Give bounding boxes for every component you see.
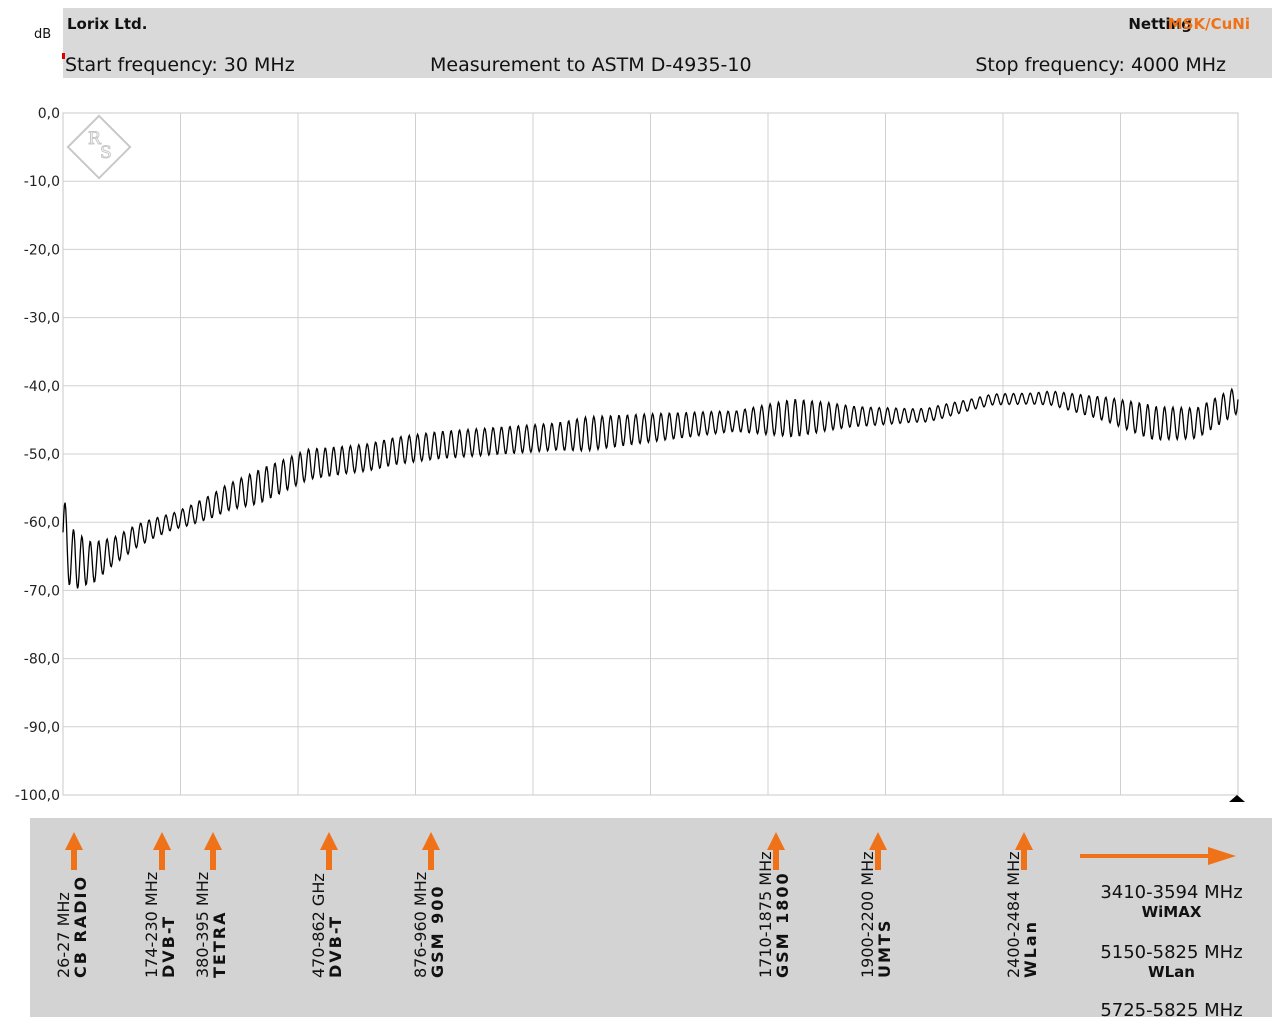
- stop-frequency: Stop frequency: 4000 MHz: [975, 54, 1226, 76]
- frequency-band-panel: 26-27 MHz CB RADIO 174-230 MHz DVB-T 380-395…: [30, 818, 1272, 1017]
- svg-text:S: S: [100, 143, 112, 163]
- shielding-chart: 0,0 -10,0 -20,0 -30,0 -40,0 -50,0 -60,0 -70,0 -8…: [15, 106, 1245, 804]
- band-arrow-icon: [1015, 832, 1033, 870]
- measurement-method: Measurement to ASTM D-4935-10: [430, 54, 752, 76]
- band-label: 2400-2484 MHz WLan: [1004, 851, 1040, 978]
- band-name: WLan: [1148, 963, 1195, 981]
- band-wlan-5ghz: 5150-5825 MHz WLan: [1079, 942, 1264, 981]
- band-label: 1900-2200 MHz UMTS: [858, 851, 894, 978]
- y-tick-label: -40,0: [24, 379, 60, 395]
- band-name: DVB-T: [326, 914, 345, 978]
- y-tick-label: -80,0: [24, 652, 60, 668]
- y-tick-label: 0,0: [38, 106, 60, 122]
- band-label: 876-960 MHz GSM 900: [411, 871, 447, 978]
- band-frequency: 380-395 MHz: [193, 871, 212, 978]
- start-frequency: Start frequency: 30 MHz: [65, 54, 295, 76]
- netting-label: Netting: [1128, 15, 1192, 33]
- netting-value: MSK/CuNi: [1167, 15, 1250, 33]
- band-name: UMTS: [875, 918, 894, 978]
- band-frequency: 5725-5825 MHz: [1100, 1000, 1243, 1017]
- band-arrow-icon: [320, 832, 338, 870]
- band-frequency: 26-27 MHz: [54, 892, 73, 978]
- y-tick-labels: 0,0 -10,0 -20,0 -30,0 -40,0 -50,0 -60,0 -70,0 -8…: [15, 106, 60, 804]
- band-frequency: 5150-5825 MHz: [1100, 942, 1243, 963]
- band-name: WiMAX: [1141, 903, 1202, 921]
- band-arrow-icon: [767, 832, 785, 870]
- band-label: 26-27 MHz CB RADIO: [54, 874, 90, 978]
- band-frequency: 2400-2484 MHz: [1004, 851, 1023, 978]
- band-arrow-icon: [422, 832, 440, 870]
- y-tick-label: -20,0: [24, 242, 60, 258]
- band-name: WLan: [1021, 919, 1040, 978]
- rs-logo-icon: R S: [66, 114, 132, 180]
- band-arrow-icon: [869, 832, 887, 870]
- band-name: GSM 900: [428, 884, 447, 978]
- chart-header: Lorix Ltd. Netting MSK/CuNi Start freque…: [63, 8, 1272, 78]
- band-name: CB RADIO: [71, 874, 90, 978]
- band-arrow-icon: [65, 832, 83, 870]
- band-frequency: 1900-2200 MHz: [858, 851, 877, 978]
- band-name: TETRA: [210, 910, 229, 978]
- band-wimax: 3410-3594 MHz WiMAX: [1079, 882, 1264, 921]
- band-arrow-icon: [153, 832, 171, 870]
- y-tick-label: -30,0: [24, 311, 60, 327]
- band-arrow-icon: [204, 832, 222, 870]
- beyond-range-arrow-icon: [1080, 847, 1236, 865]
- svg-text:R: R: [88, 129, 102, 149]
- band-frequency: 3410-3594 MHz: [1100, 882, 1243, 903]
- band-label: 174-230 MHz DVB-T: [142, 871, 178, 978]
- band-frequency: 876-960 MHz: [411, 871, 430, 978]
- y-tick-label: -100,0: [15, 788, 60, 804]
- band-frequency: 174-230 MHz: [142, 871, 161, 978]
- y-tick-label: -10,0: [24, 174, 60, 190]
- band-label: 470-862 GHz DVB-T: [309, 873, 345, 978]
- band-5725: 5725-5825 MHz: [1079, 1000, 1264, 1017]
- marker-dot: [62, 53, 65, 59]
- y-tick-label: -50,0: [24, 447, 60, 463]
- band-label: 380-395 MHz TETRA: [193, 871, 229, 978]
- band-name: DVB-T: [159, 914, 178, 978]
- y-tick-label: -60,0: [24, 515, 60, 531]
- company-name: Lorix Ltd.: [67, 15, 148, 33]
- band-frequency: 1710-1875 MHz: [756, 851, 775, 978]
- band-label: 1710-1875 MHz GSM 1800: [756, 851, 792, 978]
- y-tick-label: -70,0: [24, 583, 60, 599]
- end-marker-triangle-icon: [1229, 795, 1245, 802]
- attenuation-series-line: [62, 387, 1239, 589]
- y-tick-label: -90,0: [24, 720, 60, 736]
- band-name: GSM 1800: [773, 871, 792, 978]
- y-axis-unit: dB: [34, 27, 52, 42]
- band-frequency: 470-862 GHz: [309, 873, 328, 978]
